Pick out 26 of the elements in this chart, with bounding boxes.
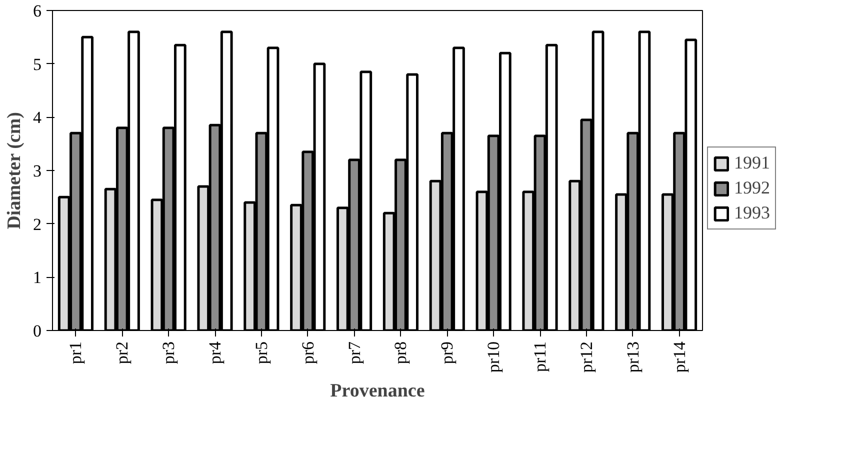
x-tick-label: pr4 (206, 341, 224, 364)
x-tick-label: pr12 (576, 341, 596, 373)
x-tick-label: pr13 (623, 341, 642, 373)
x-tick-label: pr2 (112, 341, 132, 364)
y-tick-label: 6 (33, 2, 42, 20)
y-tick-label: 3 (33, 162, 42, 180)
x-tick-label: pr10 (484, 341, 504, 373)
y-tick-label: 1 (33, 268, 42, 288)
x-tick-label: pr11 (530, 342, 550, 372)
y-tick-label: 5 (33, 54, 42, 74)
x-tick-label: pr1 (66, 341, 86, 364)
x-tick-label: pr9 (438, 341, 457, 364)
y-axis-title: Diameter (cm) (4, 112, 25, 230)
legend-label: 1991 (734, 152, 770, 174)
x-tick-label: pr8 (391, 341, 410, 364)
x-tick-label: pr5 (252, 341, 271, 364)
x-tick-label: pr3 (159, 341, 178, 364)
x-tick-label: pr14 (670, 341, 689, 373)
x-tick-label: pr7 (344, 341, 364, 364)
x-tick-label: pr6 (298, 341, 318, 364)
y-tick-label: 0 (33, 322, 42, 340)
legend-label: 1992 (734, 178, 770, 198)
y-tick-label: 4 (33, 108, 42, 128)
y-tick-label: 2 (33, 214, 42, 234)
x-axis-title: Provenance (330, 380, 425, 402)
legend-label: 1993 (734, 202, 770, 224)
